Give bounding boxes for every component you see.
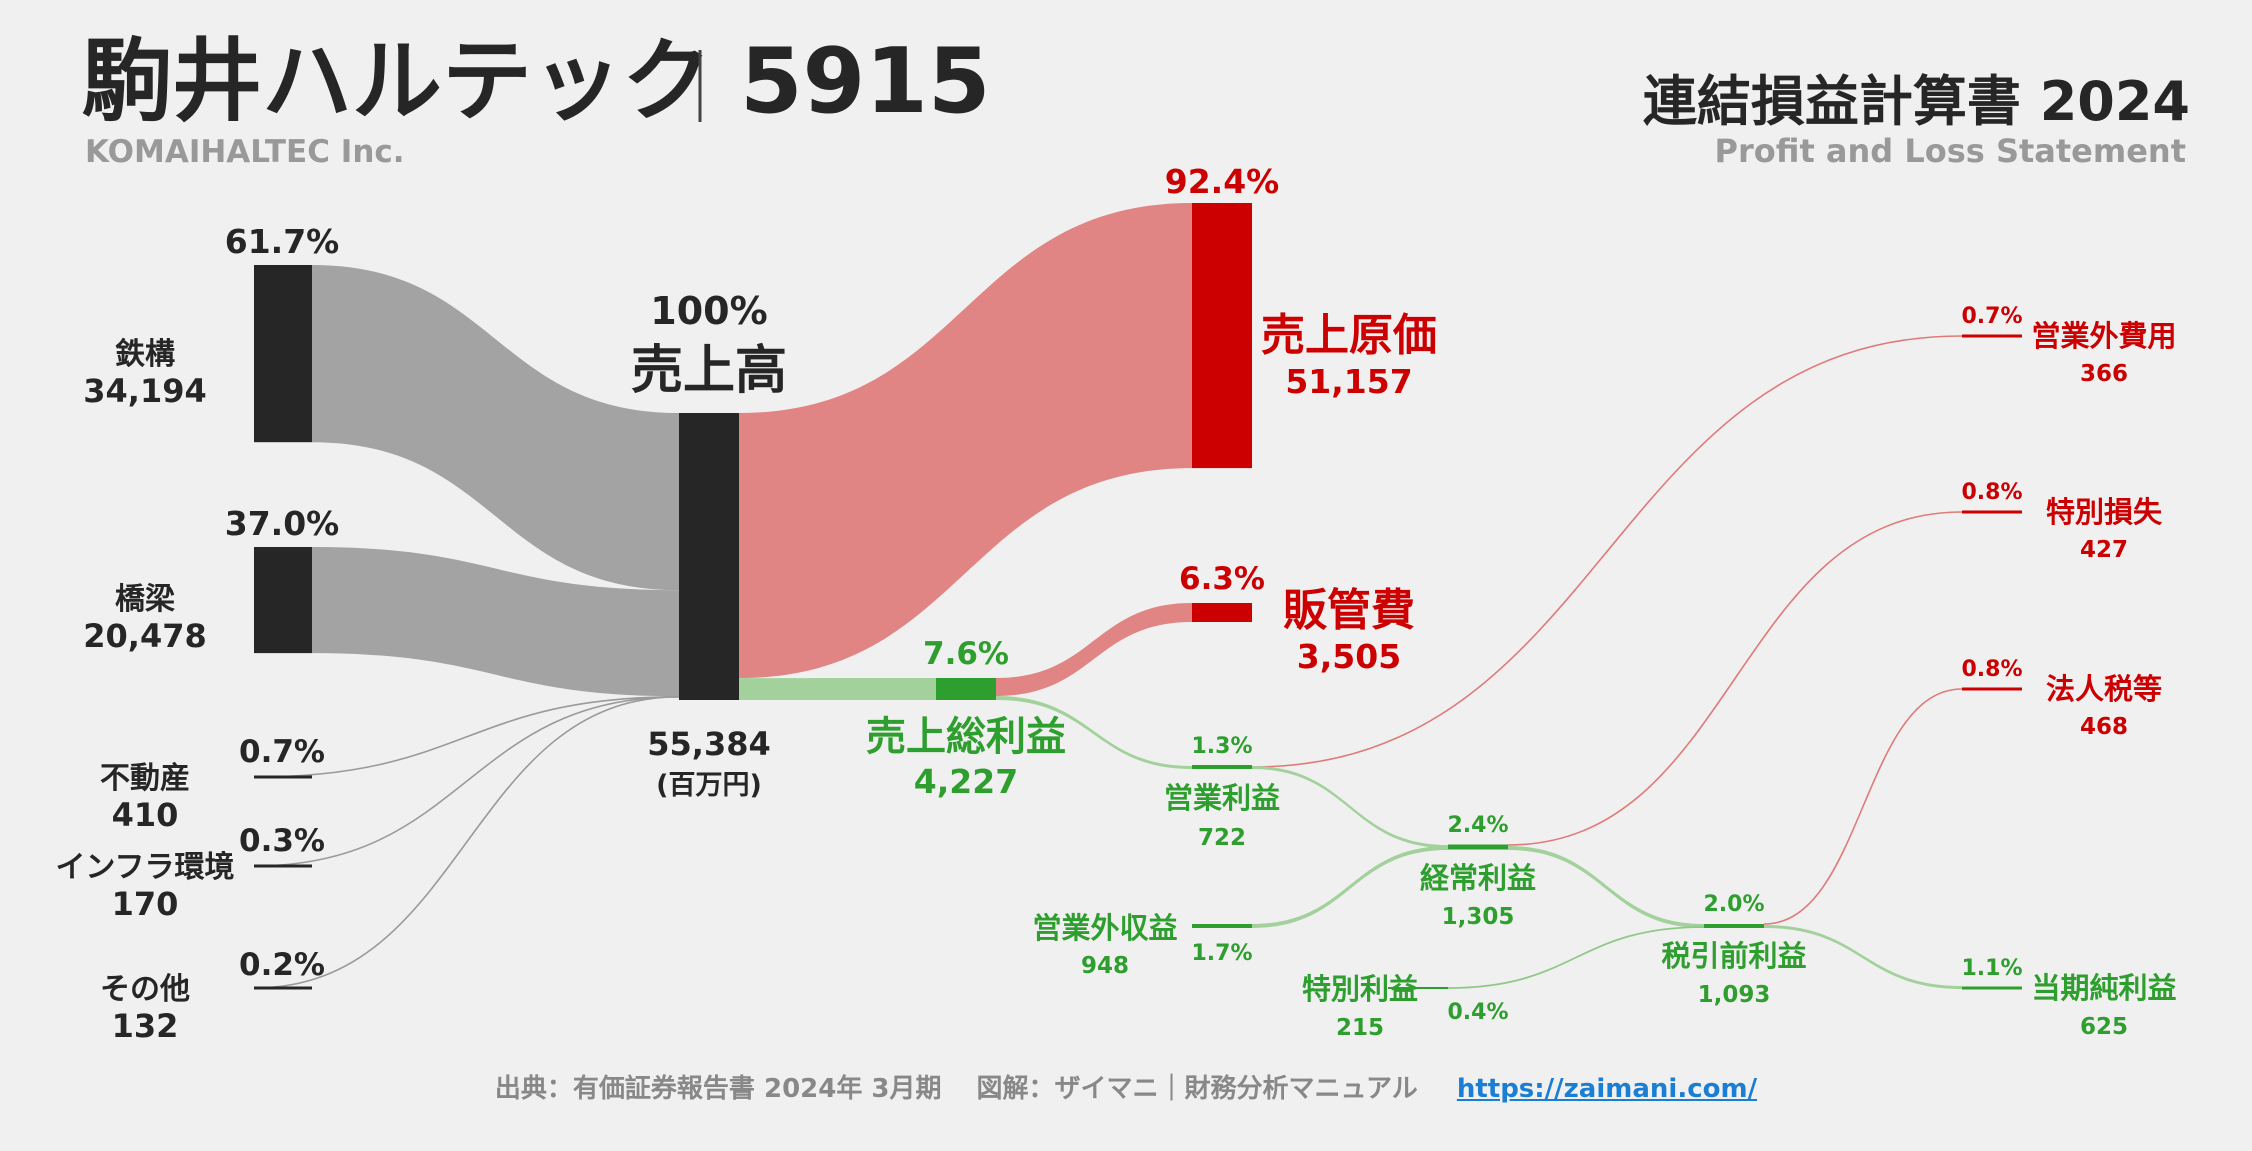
- operating-income-value: 722: [1198, 825, 1246, 851]
- cost-of-sales-name: 売上原価: [1261, 310, 1437, 361]
- segment-2-pct: 37.0%: [225, 504, 340, 543]
- footer-source: 出典：有価証券報告書 2024年 3月期 図解：ザイマニ｜財務分析マニュアル: [494, 1074, 1418, 1104]
- stock-code: 5915: [740, 29, 991, 134]
- segment-4-value: 170: [112, 885, 179, 923]
- node-cost-of-sales: [1192, 203, 1252, 469]
- flow-gross-profit: [739, 678, 936, 700]
- revenue-value: 55,384: [647, 725, 770, 763]
- flow-segment-5: [253, 696, 680, 989]
- gross-profit-name: 売上総利益: [866, 714, 1066, 760]
- segment-4-name: インフラ環境: [55, 850, 234, 885]
- operating-income-pct: 1.3%: [1191, 734, 1252, 759]
- net-income-value: 625: [2080, 1014, 2128, 1040]
- flow-ordinary-to-pretax: [1508, 846, 1704, 928]
- net-income-pct: 1.1%: [1961, 956, 2022, 981]
- revenue-unit: (百万円): [656, 770, 762, 801]
- flows-layer: [253, 203, 1963, 989]
- node-gross-profit: [936, 678, 996, 700]
- operating-income-name: 営業利益: [1164, 781, 1280, 815]
- node-revenue: [679, 413, 739, 700]
- extraordinary-loss-value: 427: [2080, 537, 2128, 563]
- segment-1-name: 鉄構: [115, 337, 175, 372]
- extraordinary-income-pct: 0.4%: [1447, 1000, 1508, 1025]
- cost-of-sales-value: 51,157: [1285, 362, 1412, 401]
- segment-2-value: 20,478: [83, 617, 206, 655]
- non-operating-income-name: 営業外収益: [1032, 911, 1177, 945]
- segment-5-value: 132: [112, 1007, 179, 1045]
- company-title: 駒井ハルテック: [82, 29, 712, 134]
- non-operating-income-value: 948: [1081, 953, 1129, 979]
- segment-2-name: 橋梁: [115, 582, 175, 617]
- node-segment-1: [254, 265, 312, 443]
- non-operating-income-pct: 1.7%: [1191, 941, 1252, 966]
- flow-segment-3: [253, 696, 680, 778]
- flow-non-operating-expense: [1251, 335, 1963, 768]
- non-operating-expense-name: 営業外費用: [2031, 319, 2176, 353]
- extraordinary-income-name: 特別利益: [1302, 972, 1418, 1006]
- pretax-income-value: 1,093: [1698, 982, 1771, 1008]
- income-taxes-pct: 0.8%: [1961, 657, 2022, 682]
- flow-sga: [996, 603, 1192, 696]
- extraordinary-loss-pct: 0.8%: [1961, 480, 2022, 505]
- flow-op-to-ordinary: [1252, 766, 1448, 848]
- gross-profit-value: 4,227: [914, 762, 1018, 801]
- flow-income-taxes: [1763, 688, 1963, 925]
- flow-cost-of-sales: [739, 203, 1192, 679]
- revenue-name: 売上高: [631, 341, 787, 401]
- segment-5-name: その他: [100, 972, 190, 1007]
- gross-profit-pct: 7.6%: [923, 636, 1009, 672]
- sga-value: 3,505: [1297, 637, 1401, 676]
- extraordinary-income-value: 215: [1336, 1015, 1384, 1041]
- flow-extraordinary-income: [1447, 926, 1705, 989]
- flow-segment-1: [312, 265, 679, 591]
- node-segment-2: [254, 547, 312, 654]
- nodes-layer: [254, 203, 2022, 990]
- sga-name: 販管費: [1283, 585, 1415, 636]
- ordinary-income-value: 1,305: [1442, 904, 1515, 930]
- pretax-income-name: 税引前利益: [1661, 939, 1806, 973]
- income-taxes-value: 468: [2080, 714, 2128, 740]
- cost-of-sales-pct: 92.4%: [1165, 162, 1280, 201]
- flow-non-operating-income: [1252, 846, 1448, 928]
- segment-3-name: 不動産: [100, 761, 190, 796]
- extraordinary-loss-name: 特別損失: [2046, 495, 2163, 529]
- segment-1-pct: 61.7%: [225, 222, 340, 261]
- node-sga: [1192, 603, 1252, 622]
- flow-segment-2: [312, 547, 679, 697]
- footer: 出典：有価証券報告書 2024年 3月期 図解：ザイマニ｜財務分析マニュアル h…: [0, 1068, 2252, 1105]
- footer-link[interactable]: https://zaimani.com/: [1456, 1074, 1758, 1104]
- flow-extraordinary-loss: [1507, 511, 1963, 846]
- segment-1-value: 34,194: [83, 372, 206, 410]
- income-taxes-name: 法人税等: [2046, 672, 2162, 706]
- flow-operating-income: [996, 696, 1192, 769]
- segment-4-pct: 0.3%: [239, 823, 325, 859]
- net-income-name: 当期純利益: [2031, 971, 2176, 1005]
- non-operating-expense-value: 366: [2080, 361, 2128, 387]
- pretax-income-pct: 2.0%: [1703, 892, 1764, 917]
- company-english: KOMAIHALTEC Inc.: [85, 134, 405, 170]
- revenue-pct: 100%: [650, 289, 767, 333]
- segment-3-value: 410: [112, 796, 179, 834]
- statement-title: 連結損益計算書 2024: [1643, 70, 2190, 133]
- ordinary-income-name: 経常利益: [1420, 861, 1536, 895]
- statement-english: Profit and Loss Statement: [1715, 132, 2186, 170]
- segment-3-pct: 0.7%: [239, 734, 325, 770]
- segment-5-pct: 0.2%: [239, 947, 325, 983]
- non-operating-expense-pct: 0.7%: [1961, 304, 2022, 329]
- sga-pct: 6.3%: [1179, 561, 1265, 597]
- ordinary-income-pct: 2.4%: [1447, 813, 1508, 838]
- flow-segment-4: [253, 696, 680, 867]
- flow-net-income: [1764, 925, 1962, 989]
